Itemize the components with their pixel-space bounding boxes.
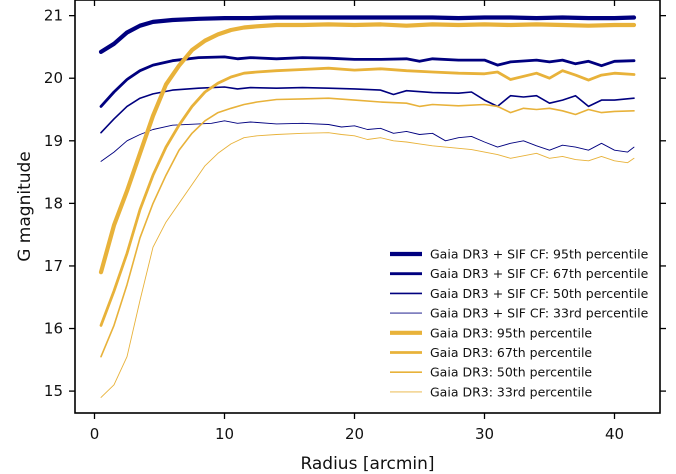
legend: Gaia DR3 + SIF CF: 95th percentile Gaia D… xyxy=(390,247,649,399)
legend-label-3: Gaia DR3 + SIF CF: 50th percentile xyxy=(430,286,649,301)
series-line-4 xyxy=(100,120,635,162)
x-axis-label: Radius [arcmin] xyxy=(300,454,434,474)
legend-label-2: Gaia DR3 + SIF CF: 67th percentile xyxy=(430,266,649,281)
y-tick-label: 16 xyxy=(44,320,63,338)
series-line-7 xyxy=(100,97,635,358)
y-tick-label: 19 xyxy=(44,132,63,150)
series-layer xyxy=(98,15,637,398)
series-line-3 xyxy=(100,86,635,134)
ticks-layer: 0 10 20 30 40 15 16 17 18 19 20 21 xyxy=(44,0,666,443)
series-line-8 xyxy=(100,132,635,398)
series-line-1 xyxy=(98,15,637,55)
series-line-6 xyxy=(99,66,636,327)
y-axis-label: G magnitude xyxy=(15,151,35,262)
series-line-5 xyxy=(98,22,637,275)
y-tick-label: 18 xyxy=(44,194,63,212)
y-tick-label: 20 xyxy=(44,69,63,87)
x-tick-label: 30 xyxy=(475,425,494,443)
x-tick-label: 40 xyxy=(605,425,624,443)
legend-label-5: Gaia DR3: 95th percentile xyxy=(430,325,592,340)
series-line-2 xyxy=(99,55,636,108)
y-tick-label: 21 xyxy=(44,7,63,25)
plot-frame xyxy=(74,0,661,414)
legend-label-1: Gaia DR3 + SIF CF: 95th percentile xyxy=(430,247,649,262)
legend-label-6: Gaia DR3: 67th percentile xyxy=(430,345,592,360)
legend-label-8: Gaia DR3: 33rd percentile xyxy=(430,384,592,399)
y-tick-label: 17 xyxy=(44,257,63,275)
x-tick-label: 0 xyxy=(90,425,100,443)
y-tick-label: 15 xyxy=(44,382,63,400)
legend-label-7: Gaia DR3: 50th percentile xyxy=(430,365,592,380)
legend-label-4: Gaia DR3 + SIF CF: 33rd percentile xyxy=(430,306,649,321)
x-tick-label: 10 xyxy=(215,425,234,443)
x-tick-label: 20 xyxy=(345,425,364,443)
